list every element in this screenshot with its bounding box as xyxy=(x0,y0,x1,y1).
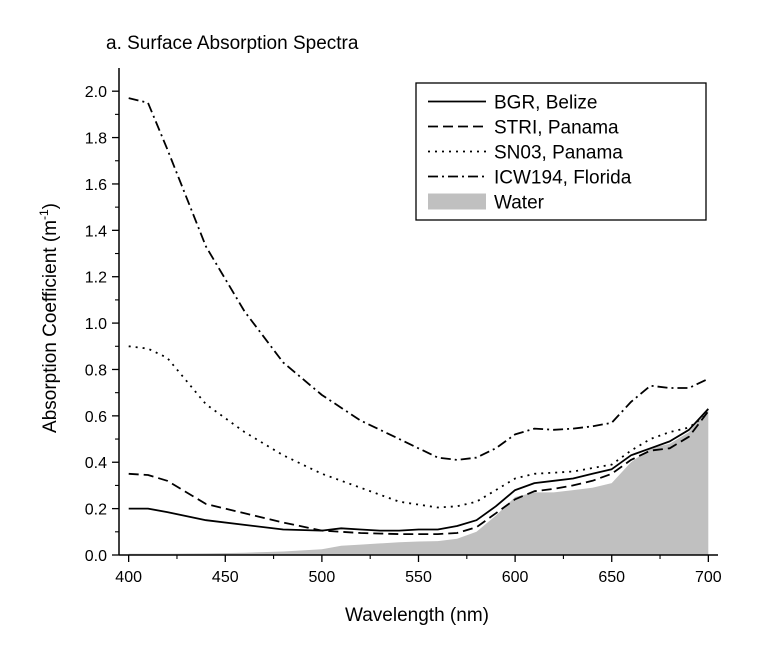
y-tick-label: 2.0 xyxy=(85,84,107,101)
x-tick-label: 400 xyxy=(115,569,142,586)
legend-label-water: Water xyxy=(494,193,545,214)
y-tick-label: 0.0 xyxy=(85,548,107,565)
series-icw194-florida-line xyxy=(128,97,709,461)
series-sn03-panama-line xyxy=(128,345,709,509)
y-tick-label: 1.2 xyxy=(85,270,107,287)
y-tick-label: 1.6 xyxy=(85,177,107,194)
y-axis-label-close: ) xyxy=(40,203,61,209)
series-bgr-belize-line xyxy=(128,408,709,532)
x-tick-label: 450 xyxy=(212,569,239,586)
x-tick-label: 650 xyxy=(598,569,625,586)
x-tick-label: 550 xyxy=(405,569,432,586)
y-tick-label: 0.4 xyxy=(85,455,107,472)
legend-label-icw194-florida: ICW194, Florida xyxy=(494,168,632,189)
legend-label-bgr-belize: BGR, Belize xyxy=(494,93,597,114)
series-stri-panama-line xyxy=(128,410,710,535)
series-layer xyxy=(128,97,710,535)
y-axis-label-exponent: -1 xyxy=(37,209,51,220)
legend: BGR, Belize STRI, Panama SN03, Panama ICW19… xyxy=(415,82,707,221)
axes-layer: 400 450 500 550 600 650 700 0.0 0.2 0.4 0.6 0.8 1.0 1… xyxy=(85,68,722,586)
x-tick-label: 500 xyxy=(309,569,336,586)
series-water-area xyxy=(128,408,709,555)
y-tick-label: 1.8 xyxy=(85,131,107,148)
y-axis-label: Absorption Coefficient (m-1) xyxy=(37,203,61,433)
x-tick-label: 700 xyxy=(695,569,722,586)
y-tick-label: 0.8 xyxy=(85,362,107,379)
legend-label-sn03-panama: SN03, Panama xyxy=(494,143,623,164)
x-axis-label: Wavelength (nm) xyxy=(345,605,489,626)
y-tick-label: 1.4 xyxy=(85,223,107,240)
x-tick-label: 600 xyxy=(502,569,529,586)
chart-title: a. Surface Absorption Spectra xyxy=(106,33,359,54)
y-axis-label-main: Absorption Coefficient (m xyxy=(40,220,61,433)
y-tick-label: 0.2 xyxy=(85,502,107,519)
legend-swatch-water xyxy=(428,193,486,210)
water-area-layer xyxy=(128,408,709,555)
y-tick-label: 0.6 xyxy=(85,409,107,426)
legend-label-stri-panama: STRI, Panama xyxy=(494,118,619,139)
y-tick-label: 1.0 xyxy=(85,316,107,333)
